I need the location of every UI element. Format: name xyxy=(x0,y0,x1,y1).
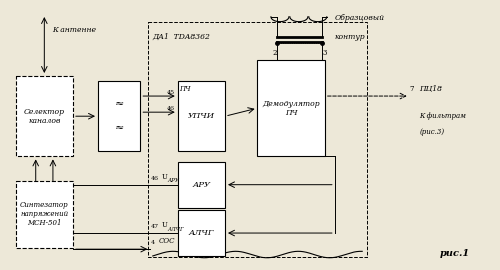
Text: ПЧ: ПЧ xyxy=(179,85,190,93)
Text: 4: 4 xyxy=(150,240,154,245)
Bar xyxy=(98,81,140,151)
Bar xyxy=(178,81,225,151)
Bar xyxy=(16,76,73,157)
Text: ≈: ≈ xyxy=(114,99,124,109)
Text: АЛЧГ: АЛЧГ xyxy=(168,227,184,232)
Text: 46: 46 xyxy=(150,176,158,181)
Bar xyxy=(258,60,325,157)
Text: 7: 7 xyxy=(410,85,414,93)
Bar xyxy=(178,162,225,208)
Text: рис.1: рис.1 xyxy=(440,249,470,258)
Text: Образцовый: Образцовый xyxy=(335,14,385,22)
Text: Синтезатор
напряжений
МСН-501: Синтезатор напряжений МСН-501 xyxy=(20,201,68,227)
Text: Демодулятор
ПЧ: Демодулятор ПЧ xyxy=(262,100,320,117)
Text: ≈: ≈ xyxy=(114,123,124,133)
Text: Селектор
каналов: Селектор каналов xyxy=(24,108,65,125)
Text: 3: 3 xyxy=(322,49,327,56)
Text: АРУ: АРУ xyxy=(192,181,210,189)
Text: ПЦ18: ПЦ18 xyxy=(420,85,442,93)
Text: 2: 2 xyxy=(272,49,277,56)
Text: УПЧИ: УПЧИ xyxy=(188,112,215,120)
Text: К фильтрам: К фильтрам xyxy=(420,112,467,120)
Text: ДА1  TDA8362: ДА1 TDA8362 xyxy=(153,33,210,41)
Text: К антенне: К антенне xyxy=(52,26,96,34)
Text: 47: 47 xyxy=(150,224,158,229)
Bar xyxy=(16,181,73,248)
Text: U: U xyxy=(162,221,168,229)
Text: контур: контур xyxy=(335,33,366,41)
Text: (рис.3): (рис.3) xyxy=(420,128,444,136)
Text: U: U xyxy=(162,173,168,181)
Text: 45: 45 xyxy=(167,90,175,95)
Bar xyxy=(178,210,225,256)
Text: СОС: СОС xyxy=(159,237,176,245)
Text: АЛЧГ: АЛЧГ xyxy=(188,229,214,237)
Text: 46: 46 xyxy=(167,106,175,111)
Text: АРУ: АРУ xyxy=(168,178,179,183)
Bar xyxy=(148,22,367,257)
